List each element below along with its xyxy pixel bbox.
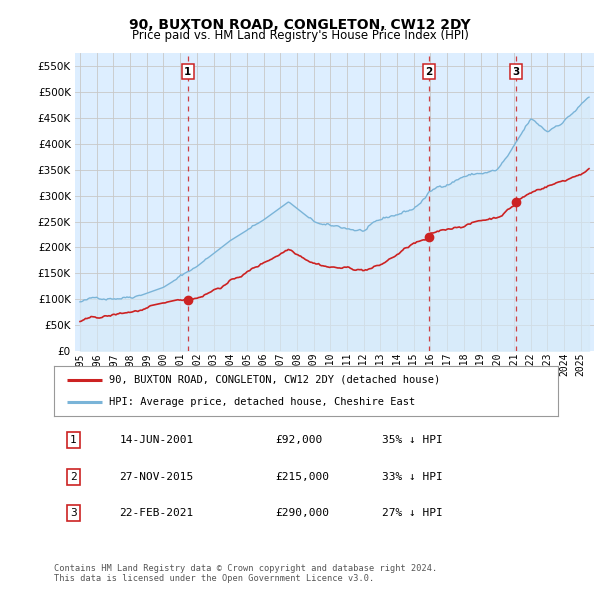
- Text: 3: 3: [70, 509, 77, 518]
- Text: 22-FEB-2021: 22-FEB-2021: [119, 509, 194, 518]
- Text: 90, BUXTON ROAD, CONGLETON, CW12 2DY (detached house): 90, BUXTON ROAD, CONGLETON, CW12 2DY (de…: [109, 375, 440, 385]
- Text: 27% ↓ HPI: 27% ↓ HPI: [382, 509, 442, 518]
- Text: 27-NOV-2015: 27-NOV-2015: [119, 472, 194, 481]
- Text: HPI: Average price, detached house, Cheshire East: HPI: Average price, detached house, Ches…: [109, 398, 416, 408]
- Text: 35% ↓ HPI: 35% ↓ HPI: [382, 435, 442, 445]
- Text: 1: 1: [70, 435, 77, 445]
- Text: 2: 2: [70, 472, 77, 481]
- Text: 90, BUXTON ROAD, CONGLETON, CW12 2DY: 90, BUXTON ROAD, CONGLETON, CW12 2DY: [129, 18, 471, 32]
- Text: Contains HM Land Registry data © Crown copyright and database right 2024.
This d: Contains HM Land Registry data © Crown c…: [54, 563, 437, 583]
- Text: £92,000: £92,000: [276, 435, 323, 445]
- Text: 3: 3: [512, 67, 520, 77]
- Text: 33% ↓ HPI: 33% ↓ HPI: [382, 472, 442, 481]
- Text: £215,000: £215,000: [276, 472, 330, 481]
- Text: Price paid vs. HM Land Registry's House Price Index (HPI): Price paid vs. HM Land Registry's House …: [131, 30, 469, 42]
- Text: 14-JUN-2001: 14-JUN-2001: [119, 435, 194, 445]
- Text: £290,000: £290,000: [276, 509, 330, 518]
- Text: 2: 2: [425, 67, 433, 77]
- Text: 1: 1: [184, 67, 191, 77]
